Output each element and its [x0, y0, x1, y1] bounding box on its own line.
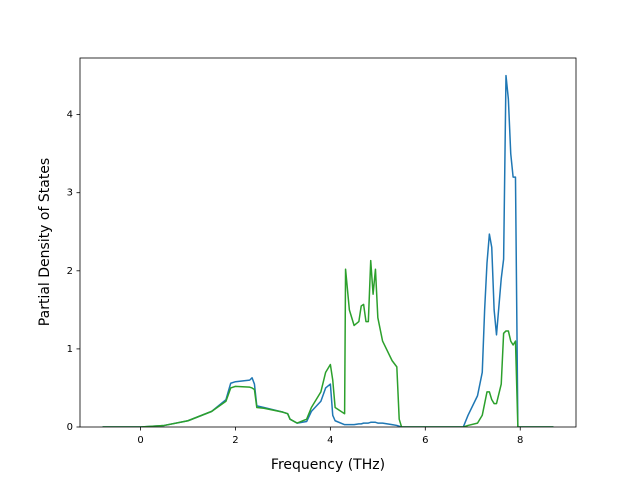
y-tick-label: 0	[67, 422, 73, 433]
y-tick-label: 3	[67, 188, 73, 199]
y-axis-label: Partial Density of States	[37, 158, 53, 326]
series-line	[102, 74, 554, 427]
axes-frame	[79, 57, 577, 428]
series-line	[102, 259, 554, 427]
x-tick-label: 0	[137, 435, 143, 446]
x-tick-label: 8	[517, 435, 523, 446]
x-tick-label: 4	[327, 435, 333, 446]
y-tick-label: 4	[67, 110, 73, 121]
y-tick-label: 1	[67, 344, 73, 355]
x-tick-label: 6	[422, 435, 428, 446]
plot-area	[102, 74, 554, 427]
x-axis-label: Frequency (THz)	[271, 457, 385, 473]
x-tick-label: 2	[232, 435, 238, 446]
y-tick-label: 2	[67, 266, 73, 277]
